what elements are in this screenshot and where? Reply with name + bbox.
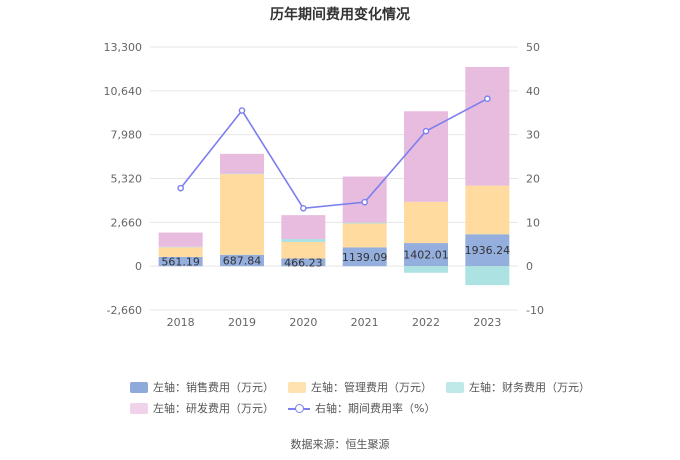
y-left-tick-label: 0 [135, 260, 142, 273]
legend-swatch-management [288, 381, 306, 393]
bar-segment [281, 242, 326, 259]
y-right-tick-label: 0 [526, 260, 533, 273]
y-left-tick-label: -2,660 [107, 304, 142, 317]
y-right-tick-label: 30 [526, 129, 540, 142]
y-left-tick-label: 5,320 [111, 173, 143, 186]
data-label: 1936.24 [465, 244, 511, 257]
data-label: 687.84 [223, 254, 262, 267]
bar-segment [342, 247, 387, 267]
bar-segment [404, 111, 448, 202]
rate-point [300, 205, 307, 212]
bar-segment [220, 174, 264, 255]
y-left-tick-label: 13,300 [104, 41, 143, 54]
x-tick-label: 2020 [289, 316, 317, 329]
legend-label-rate: 右轴：期间费用率（%） [315, 402, 436, 415]
bar-segment [404, 266, 448, 273]
rate-line [180, 98, 488, 210]
legend: 左轴：销售费用（万元） 左轴：管理费用（万元） 左轴：财务费用（万元） 左轴：研… [130, 378, 590, 420]
x-tick-label: 2018 [167, 316, 195, 329]
x-tick-label: 2021 [351, 316, 379, 329]
legend-item-sales[interactable]: 左轴：销售费用（万元） [130, 379, 274, 395]
bar-segment [342, 222, 387, 224]
data-label: 1402.01 [403, 249, 449, 262]
bar-segment [158, 232, 203, 247]
x-tick-label: 2023 [473, 316, 501, 329]
legend-swatch-rnd [130, 402, 148, 414]
legend-swatch-sales [130, 381, 148, 393]
y-right-tick-label: 50 [526, 41, 540, 54]
legend-label-sales: 左轴：销售费用（万元） [153, 381, 274, 394]
data-label: 1139.09 [342, 251, 388, 264]
rate-point [177, 184, 184, 192]
chart-svg: 13,300 10,640 7,980 5,320 2,660 0 -2,660 50 40 30… [104, 41, 544, 329]
data-label: 561.19 [161, 256, 200, 269]
bar-segment [404, 243, 448, 267]
legend-label-management: 左轴：管理费用（万元） [311, 381, 432, 394]
x-tick-label: 2019 [228, 316, 256, 329]
rate-point [422, 127, 430, 135]
bar-segment [465, 67, 510, 186]
y-left-tick-label: 2,660 [111, 216, 143, 229]
y-left-tick-label: 10,640 [104, 85, 143, 98]
rate-point [238, 107, 246, 114]
chart-title: 历年期间费用变化情况 [270, 7, 410, 23]
bar-segment [342, 223, 387, 248]
y-right-tick-label: 10 [526, 216, 540, 229]
bar-segment [281, 215, 326, 240]
legend-label-finance: 左轴：财务费用（万元） [469, 381, 590, 394]
legend-item-rnd[interactable]: 左轴：研发费用（万元） [130, 400, 274, 416]
legend-item-finance[interactable]: 左轴：财务费用（万元） [446, 379, 590, 395]
bar-segment [220, 153, 264, 174]
y-left-tick-label: 7,980 [111, 129, 143, 142]
bar-segment [465, 234, 510, 267]
bar-segment [281, 239, 326, 243]
bar-segment [158, 256, 203, 267]
rate-point [361, 198, 368, 206]
legend-item-management[interactable]: 左轴：管理费用（万元） [288, 379, 432, 395]
data-source: 数据来源：恒生聚源 [290, 438, 390, 451]
y-right-tick-label: -10 [526, 304, 544, 317]
bar-segment [281, 258, 326, 267]
bar-segment [465, 266, 510, 286]
legend-item-rate[interactable]: 右轴：期间费用率（%） [288, 400, 435, 416]
y-right-tick-label: 20 [526, 173, 540, 186]
bar-segment [465, 185, 510, 235]
bar-segment [220, 254, 264, 267]
x-tick-label: 2022 [412, 316, 440, 329]
y-right-tick-label: 40 [526, 85, 540, 98]
bar-segment [404, 201, 448, 244]
data-label: 466.23 [284, 256, 323, 269]
rate-point [484, 95, 491, 103]
legend-line-icon [288, 403, 310, 414]
bar-segment [158, 247, 203, 257]
legend-swatch-finance [446, 381, 464, 393]
legend-label-rnd: 左轴：研发费用（万元） [153, 402, 274, 415]
